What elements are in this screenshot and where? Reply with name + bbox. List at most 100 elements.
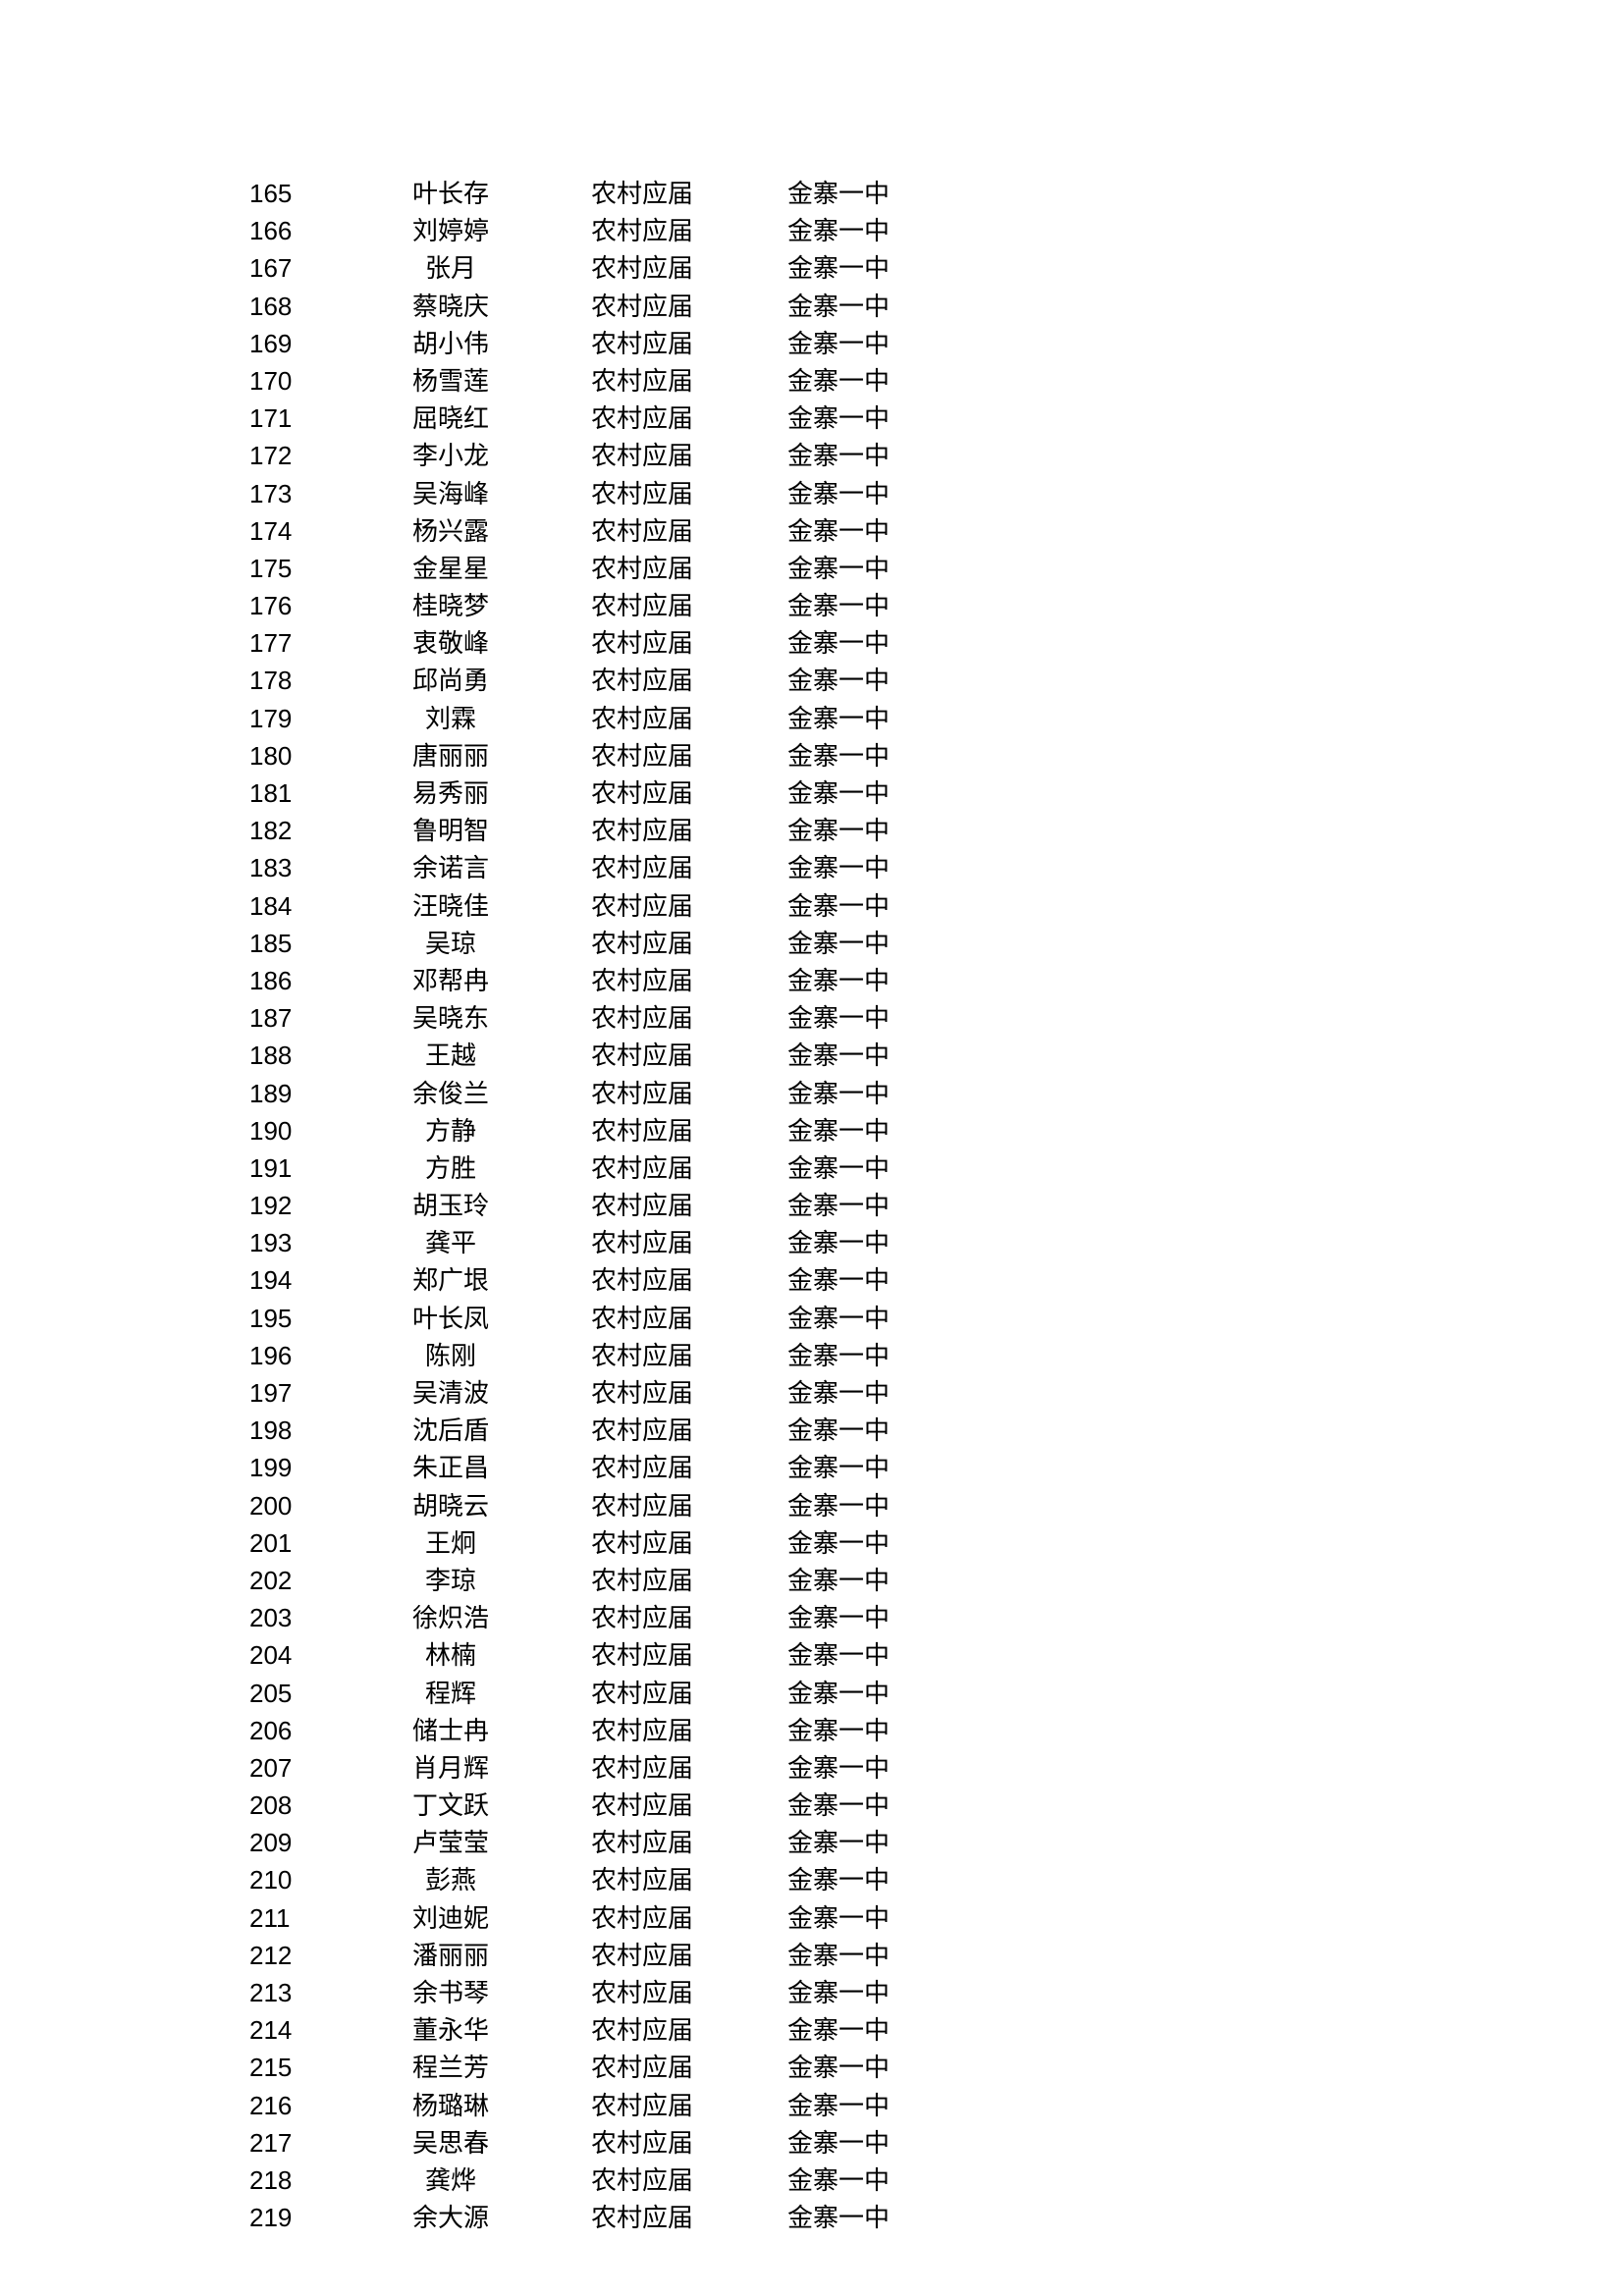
row-school: 金寨一中 [740, 1825, 937, 1862]
row-index: 213 [245, 1974, 357, 2011]
table-row: 172李小龙农村应届金寨一中 [245, 437, 952, 474]
row-type: 农村应届 [544, 1301, 740, 1338]
row-index: 206 [245, 1712, 357, 1749]
row-school: 金寨一中 [740, 1788, 937, 1825]
row-school: 金寨一中 [740, 1338, 937, 1375]
table-row: 208丁文跃农村应届金寨一中 [245, 1787, 952, 1824]
row-index: 210 [245, 1861, 357, 1898]
row-school: 金寨一中 [740, 289, 937, 326]
row-index: 179 [245, 700, 357, 737]
roster-table: 165叶长存农村应届金寨一中166刘婷婷农村应届金寨一中167张月农村应届金寨一… [245, 175, 952, 2236]
row-index: 209 [245, 1824, 357, 1861]
table-row: 183余诺言农村应届金寨一中 [245, 849, 952, 886]
row-index: 182 [245, 812, 357, 849]
row-school: 金寨一中 [740, 400, 937, 438]
row-name: 王炯 [357, 1525, 544, 1563]
row-name: 丁文跃 [357, 1788, 544, 1825]
row-school: 金寨一中 [740, 1488, 937, 1525]
row-type: 农村应届 [544, 1338, 740, 1375]
table-row: 216杨璐琳农村应届金寨一中 [245, 2087, 952, 2124]
row-type: 农村应届 [544, 1413, 740, 1450]
table-row: 219余大源农村应届金寨一中 [245, 2199, 952, 2236]
row-name: 吴晓东 [357, 1000, 544, 1038]
row-type: 农村应届 [544, 1862, 740, 1899]
table-row: 206储士冉农村应届金寨一中 [245, 1712, 952, 1749]
row-index: 172 [245, 437, 357, 474]
row-type: 农村应届 [544, 213, 740, 250]
row-index: 204 [245, 1636, 357, 1674]
row-name: 潘丽丽 [357, 1938, 544, 1975]
row-type: 农村应届 [544, 1150, 740, 1188]
table-row: 177衷敬峰农村应届金寨一中 [245, 624, 952, 662]
table-row: 215程兰芳农村应届金寨一中 [245, 2049, 952, 2086]
row-name: 徐炽浩 [357, 1600, 544, 1637]
row-school: 金寨一中 [740, 1413, 937, 1450]
table-row: 184汪晓佳农村应届金寨一中 [245, 887, 952, 925]
row-name: 吴海峰 [357, 476, 544, 513]
row-name: 邱尚勇 [357, 663, 544, 700]
row-name: 储士冉 [357, 1713, 544, 1750]
row-type: 农村应届 [544, 1113, 740, 1150]
row-type: 农村应届 [544, 625, 740, 663]
row-index: 202 [245, 1562, 357, 1599]
row-type: 农村应届 [544, 1825, 740, 1862]
row-name: 屈晓红 [357, 400, 544, 438]
row-school: 金寨一中 [740, 1301, 937, 1338]
row-school: 金寨一中 [740, 2050, 937, 2087]
row-school: 金寨一中 [740, 2125, 937, 2163]
row-school: 金寨一中 [740, 2012, 937, 2050]
table-row: 214董永华农村应届金寨一中 [245, 2011, 952, 2049]
row-index: 185 [245, 925, 357, 962]
table-row: 212潘丽丽农村应届金寨一中 [245, 1937, 952, 1974]
row-index: 195 [245, 1300, 357, 1337]
row-type: 农村应届 [544, 1637, 740, 1675]
row-name: 沈后盾 [357, 1413, 544, 1450]
row-type: 农村应届 [544, 701, 740, 738]
row-school: 金寨一中 [740, 1600, 937, 1637]
row-type: 农村应届 [544, 888, 740, 926]
row-name: 鲁明智 [357, 813, 544, 850]
row-type: 农村应届 [544, 326, 740, 363]
row-name: 叶长凤 [357, 1301, 544, 1338]
row-index: 191 [245, 1149, 357, 1187]
row-type: 农村应届 [544, 1375, 740, 1413]
row-school: 金寨一中 [740, 1938, 937, 1975]
table-row: 191方胜农村应届金寨一中 [245, 1149, 952, 1187]
table-row: 193龚平农村应届金寨一中 [245, 1224, 952, 1261]
row-school: 金寨一中 [740, 1450, 937, 1487]
row-school: 金寨一中 [740, 813, 937, 850]
row-name: 余诺言 [357, 850, 544, 887]
row-name: 程兰芳 [357, 2050, 544, 2087]
row-name: 方静 [357, 1113, 544, 1150]
row-index: 176 [245, 587, 357, 624]
row-type: 农村应届 [544, 363, 740, 400]
row-type: 农村应届 [544, 438, 740, 475]
row-name: 朱正昌 [357, 1450, 544, 1487]
table-row: 211刘迪妮农村应届金寨一中 [245, 1899, 952, 1937]
row-school: 金寨一中 [740, 551, 937, 588]
row-name: 桂晓梦 [357, 588, 544, 625]
row-school: 金寨一中 [740, 1262, 937, 1300]
row-school: 金寨一中 [740, 2163, 937, 2200]
row-type: 农村应届 [544, 1188, 740, 1225]
row-name: 卢莹莹 [357, 1825, 544, 1862]
row-school: 金寨一中 [740, 438, 937, 475]
table-row: 181易秀丽农村应届金寨一中 [245, 774, 952, 812]
row-type: 农村应届 [544, 1750, 740, 1788]
table-row: 190方静农村应届金寨一中 [245, 1112, 952, 1149]
row-index: 207 [245, 1749, 357, 1787]
table-row: 175金星星农村应届金寨一中 [245, 550, 952, 587]
row-name: 张月 [357, 250, 544, 288]
row-school: 金寨一中 [740, 1113, 937, 1150]
row-school: 金寨一中 [740, 476, 937, 513]
table-row: 217吴思春农村应届金寨一中 [245, 2124, 952, 2162]
row-name: 陈刚 [357, 1338, 544, 1375]
row-index: 193 [245, 1224, 357, 1261]
row-name: 汪晓佳 [357, 888, 544, 926]
row-type: 农村应届 [544, 1563, 740, 1600]
row-name: 吴清波 [357, 1375, 544, 1413]
row-type: 农村应届 [544, 513, 740, 551]
row-school: 金寨一中 [740, 1000, 937, 1038]
row-index: 180 [245, 737, 357, 774]
table-row: 173吴海峰农村应届金寨一中 [245, 475, 952, 512]
